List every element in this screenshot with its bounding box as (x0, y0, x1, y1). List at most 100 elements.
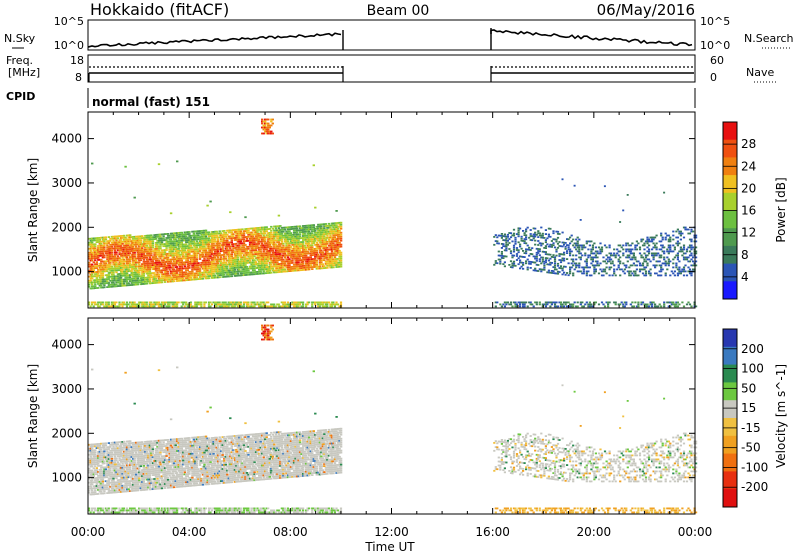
heatmap-cell (162, 243, 165, 246)
heatmap-cell (288, 305, 291, 308)
heatmap-cell (259, 303, 262, 306)
heatmap-cell (97, 253, 100, 255)
heatmap-cell (150, 303, 153, 306)
heatmap-cell (204, 267, 208, 270)
heatmap-cell (174, 234, 177, 237)
heatmap-cell (227, 235, 230, 238)
heatmap-cell (265, 264, 268, 266)
heatmap-cell (638, 262, 642, 265)
heatmap-cell (311, 242, 314, 245)
heatmap-cell (579, 219, 582, 221)
heatmap-cell (148, 236, 152, 239)
heatmap-cell (244, 240, 247, 242)
heatmap-cell (303, 264, 306, 267)
heatmap-cell (282, 262, 285, 265)
heatmap-cell (144, 244, 147, 247)
heatmap-cell (127, 238, 130, 241)
heatmap-cell (235, 256, 238, 259)
heatmap-cell (555, 254, 558, 257)
heatmap-cell (189, 237, 193, 239)
heatmap-cell (582, 272, 585, 275)
heatmap-cell (268, 228, 271, 230)
heatmap-cell (329, 246, 332, 249)
heatmap-cell (236, 303, 239, 306)
heatmap-cell (625, 242, 628, 245)
heatmap-cell (127, 254, 130, 257)
heatmap-cell (109, 268, 112, 270)
heatmap-cell (129, 258, 132, 260)
heatmap-cell (312, 248, 315, 250)
heatmap-cell (210, 267, 214, 269)
heatmap-cell (555, 305, 558, 308)
heatmap-cell (200, 254, 203, 256)
heatmap-cell (622, 209, 625, 212)
heatmap-cell (570, 262, 573, 265)
heatmap-cell (578, 266, 581, 269)
heatmap-cell (508, 242, 511, 244)
heatmap-cell (599, 252, 602, 255)
heatmap-cell (174, 232, 177, 235)
heatmap-cell (289, 270, 293, 272)
heatmap-cell (194, 252, 197, 255)
heatmap-cell (223, 301, 226, 304)
heatmap-cell (262, 268, 265, 271)
heatmap-cell (641, 238, 645, 241)
heatmap-cell (200, 246, 203, 248)
heatmap-cell (242, 258, 246, 260)
heatmap-cell (602, 256, 605, 259)
heatmap-cell (251, 305, 255, 308)
heatmap-cell (264, 130, 267, 133)
heatmap-cell (241, 262, 244, 265)
heatmap-cell (300, 265, 303, 267)
heatmap-cell (537, 240, 540, 242)
heatmap-cell (332, 238, 335, 241)
heatmap-cell (241, 238, 244, 241)
heatmap-cell (338, 225, 341, 228)
heatmap-cell (658, 256, 661, 259)
heatmap-cell (136, 257, 139, 260)
heatmap-cell (217, 238, 220, 241)
heatmap-cell (209, 271, 212, 273)
heatmap-cell (210, 243, 214, 245)
heatmap-cell (652, 242, 655, 245)
heatmap-cell (156, 239, 159, 242)
heatmap-cell (514, 238, 517, 241)
heatmap-cell (92, 275, 95, 278)
heatmap-cell (210, 261, 214, 263)
heatmap-cell (109, 266, 112, 268)
heatmap-cell (189, 248, 193, 251)
heatmap-cell (279, 263, 282, 265)
heatmap-cell (259, 301, 262, 304)
heatmap-cell (265, 242, 268, 245)
noise-panel-frame (87, 19, 696, 51)
heatmap-cell (226, 253, 229, 256)
heatmap-cell (552, 272, 555, 274)
heatmap-cell (556, 246, 560, 249)
heatmap-cell (532, 237, 535, 240)
heatmap-cell (658, 248, 661, 251)
heatmap-cell (229, 253, 232, 256)
heatmap-cell (245, 230, 249, 232)
heatmap-cell (194, 264, 197, 267)
heatmap-cell (271, 255, 274, 258)
heatmap-cell (336, 222, 340, 224)
heatmap-cell (171, 266, 174, 269)
heatmap-cell (116, 281, 120, 284)
heatmap-cell (288, 244, 291, 247)
heatmap-cell (323, 301, 326, 304)
heatmap-cell (526, 244, 529, 247)
heatmap-cell (285, 248, 288, 251)
heatmap-cell (541, 256, 544, 259)
heatmap-cell (112, 257, 115, 260)
heatmap-cell (192, 244, 196, 247)
heatmap-cell (569, 272, 572, 275)
heatmap-cell (509, 232, 513, 235)
heatmap-cell (144, 260, 147, 263)
heatmap-cell (173, 240, 176, 243)
heatmap-cell (256, 255, 259, 257)
heatmap-cell (124, 165, 127, 168)
heatmap-cell (238, 274, 241, 277)
heatmap-cell (623, 272, 626, 275)
heatmap-cell (239, 270, 243, 273)
heatmap-cell (660, 305, 663, 308)
